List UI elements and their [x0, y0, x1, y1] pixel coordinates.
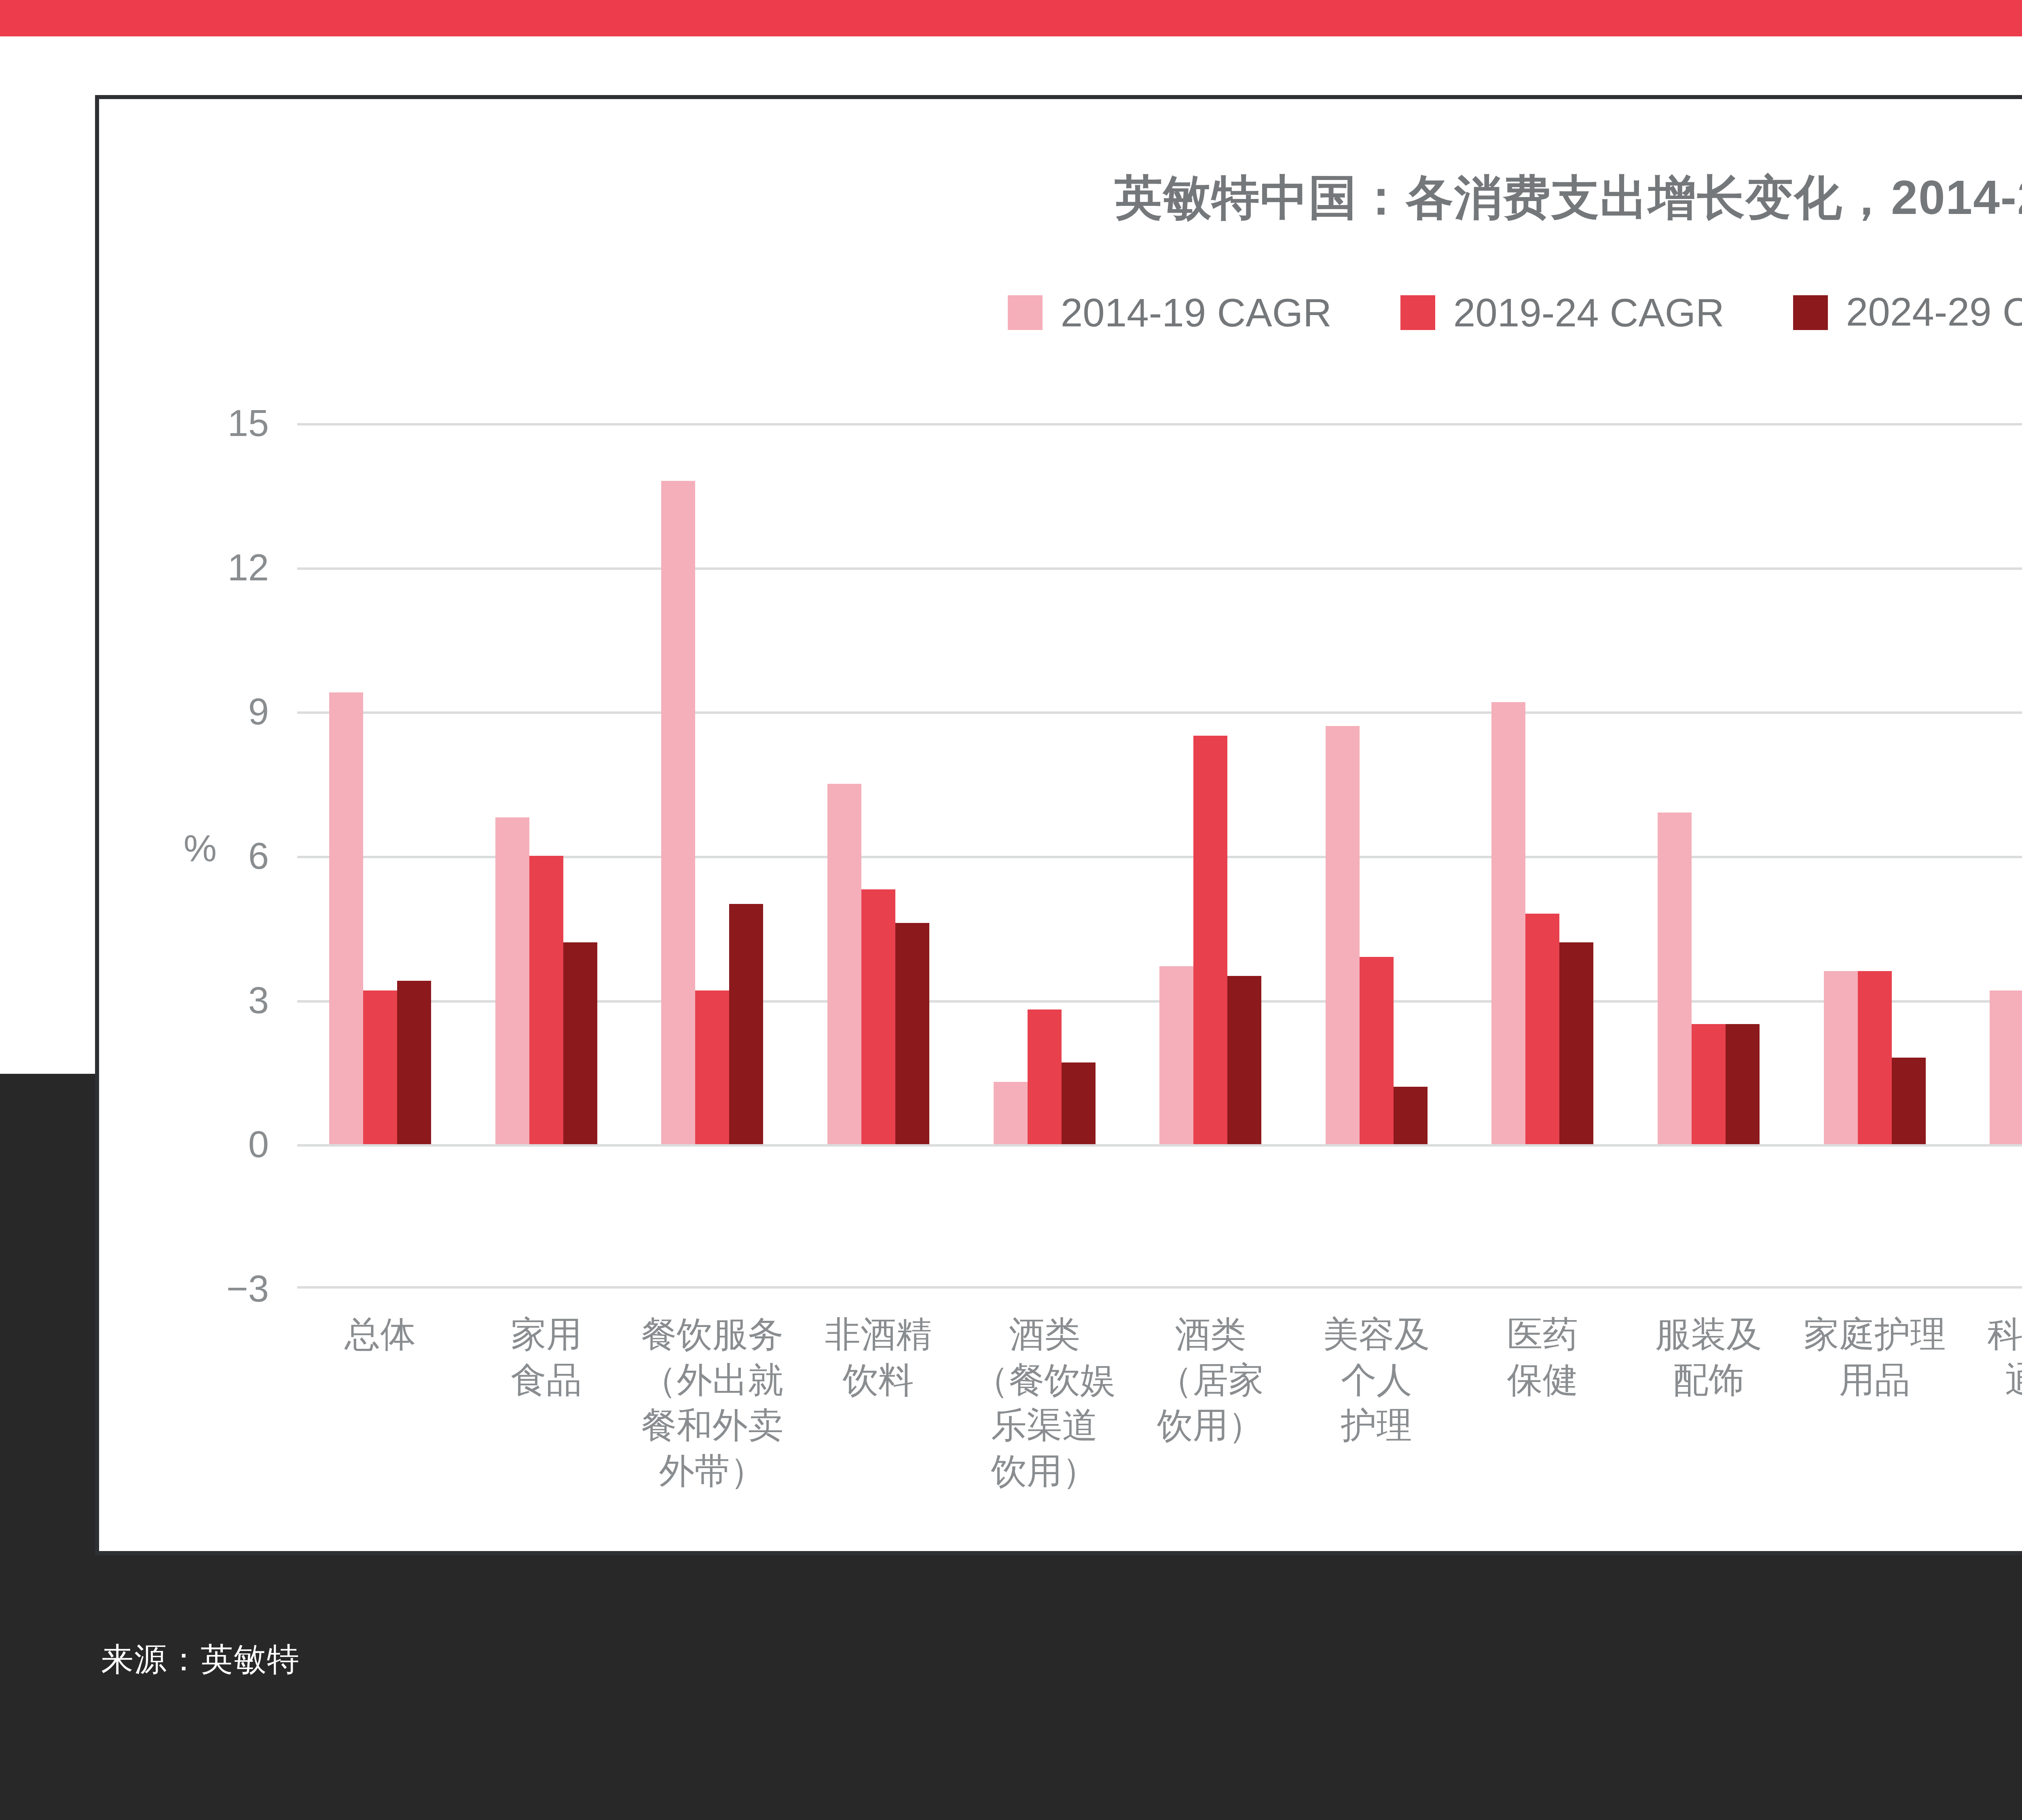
bar-group-6: [1294, 423, 1460, 1289]
bar-group-8: [1626, 423, 1792, 1289]
bar-group-1: [463, 423, 630, 1289]
bar-series2-cat0: [397, 981, 431, 1144]
bar-series1-cat1: [529, 856, 563, 1144]
bar-series1-cat4: [1028, 1009, 1062, 1144]
legend-label: 2024-29 CAGR (预测): [1846, 286, 2022, 339]
x-label-6: 美容及个人护理: [1294, 1312, 1460, 1494]
bar-series1-cat9: [1858, 971, 1892, 1144]
bar-series1-cat8: [1692, 1024, 1726, 1144]
legend-item-1: 2019-24 CAGR: [1400, 290, 1724, 336]
x-axis-labels: 总体家用食品餐饮服务（外出就餐和外卖外带）非酒精饮料酒类（餐饮娱乐渠道饮用）酒类…: [297, 1312, 2022, 1494]
bar-series0-cat1: [495, 817, 529, 1144]
legend-swatch-icon: [1793, 295, 1828, 330]
bar-series0-cat5: [1159, 966, 1193, 1144]
x-label-8: 服装及配饰: [1626, 1312, 1792, 1494]
x-label-2: 餐饮服务（外出就餐和外卖外带）: [629, 1312, 795, 1494]
x-label-5: 酒类（居家饮用）: [1127, 1312, 1294, 1494]
y-tick-label-12: 12: [148, 546, 269, 588]
bar-group-2: [629, 423, 795, 1289]
top-accent-bar: [0, 0, 2022, 36]
bar-series0-cat0: [329, 692, 363, 1145]
bar-series2-cat4: [1062, 1062, 1096, 1144]
legend-label: 2014-19 CAGR: [1061, 290, 1332, 336]
bar-series2-cat3: [895, 923, 929, 1144]
bar-series1-cat5: [1193, 736, 1227, 1145]
mintel-chart-slide: { "page": { "accent_bar_color": "#ED3D4D…: [0, 0, 2022, 1820]
legend-swatch-icon: [1400, 295, 1435, 330]
bar-series0-cat9: [1824, 971, 1858, 1144]
x-label-0: 总体: [297, 1312, 463, 1494]
legend-swatch-icon: [1008, 295, 1043, 330]
bar-group-3: [795, 423, 962, 1289]
bars-row: [297, 423, 2022, 1289]
legend-item-2: 2024-29 CAGR (预测): [1793, 286, 2022, 339]
bar-series2-cat7: [1559, 942, 1593, 1144]
source-label: 来源：英敏特: [101, 1638, 300, 1682]
y-tick-label-15: 15: [148, 402, 269, 444]
x-label-4: 酒类（餐饮娱乐渠道饮用）: [961, 1312, 1127, 1494]
y-tick-label-6: 6: [148, 835, 269, 877]
bar-series0-cat7: [1491, 702, 1525, 1145]
bar-series2-cat6: [1394, 1087, 1428, 1145]
chart-panel: 英敏特中国：各消费支出增长变化，2014-2029 2014-19 CAGR20…: [95, 95, 2022, 1555]
x-label-3: 非酒精饮料: [795, 1312, 962, 1494]
bar-series2-cat1: [563, 942, 597, 1144]
bar-series0-cat10: [1990, 990, 2022, 1144]
bar-series1-cat3: [861, 889, 895, 1144]
bar-series0-cat3: [827, 784, 861, 1145]
bar-series1-cat2: [695, 990, 729, 1144]
bar-group-5: [1127, 423, 1294, 1289]
bar-series1-cat0: [363, 990, 397, 1144]
plot-area: 15129630−3: [297, 423, 2022, 1289]
legend-item-0: 2014-19 CAGR: [1008, 290, 1332, 336]
x-label-1: 家用食品: [463, 1312, 630, 1494]
chart-title: 英敏特中国：各消费支出增长变化，2014-2029: [99, 166, 2022, 231]
bar-series0-cat4: [994, 1082, 1028, 1145]
y-tick-label-0: 0: [148, 1123, 269, 1166]
bar-group-0: [297, 423, 463, 1289]
bar-series2-cat8: [1726, 1024, 1760, 1144]
chart-legend: 2014-19 CAGR 2019-24 CAGR 2024-29 CAGR (预测…: [99, 286, 2022, 339]
bar-series0-cat6: [1326, 726, 1360, 1144]
x-label-10: 科技和通讯: [1958, 1312, 2022, 1494]
x-label-9: 家庭护理用品: [1791, 1312, 1958, 1494]
bar-group-10: [1958, 423, 2022, 1289]
bar-series2-cat5: [1227, 976, 1261, 1144]
bar-series1-cat6: [1360, 957, 1394, 1145]
bar-series2-cat2: [729, 904, 763, 1144]
legend-label: 2019-24 CAGR: [1453, 290, 1724, 336]
bar-series0-cat8: [1658, 813, 1692, 1144]
bar-series2-cat9: [1892, 1058, 1926, 1144]
bar-group-4: [961, 423, 1127, 1289]
y-tick-label-3: 3: [148, 979, 269, 1021]
bar-series1-cat7: [1525, 914, 1559, 1145]
y-tick-label--3: −3: [148, 1268, 269, 1310]
x-label-7: 医药保健: [1459, 1312, 1626, 1494]
bar-group-9: [1791, 423, 1958, 1289]
y-tick-label-9: 9: [148, 690, 269, 733]
bar-group-7: [1459, 423, 1626, 1289]
bar-series0-cat2: [661, 481, 695, 1145]
